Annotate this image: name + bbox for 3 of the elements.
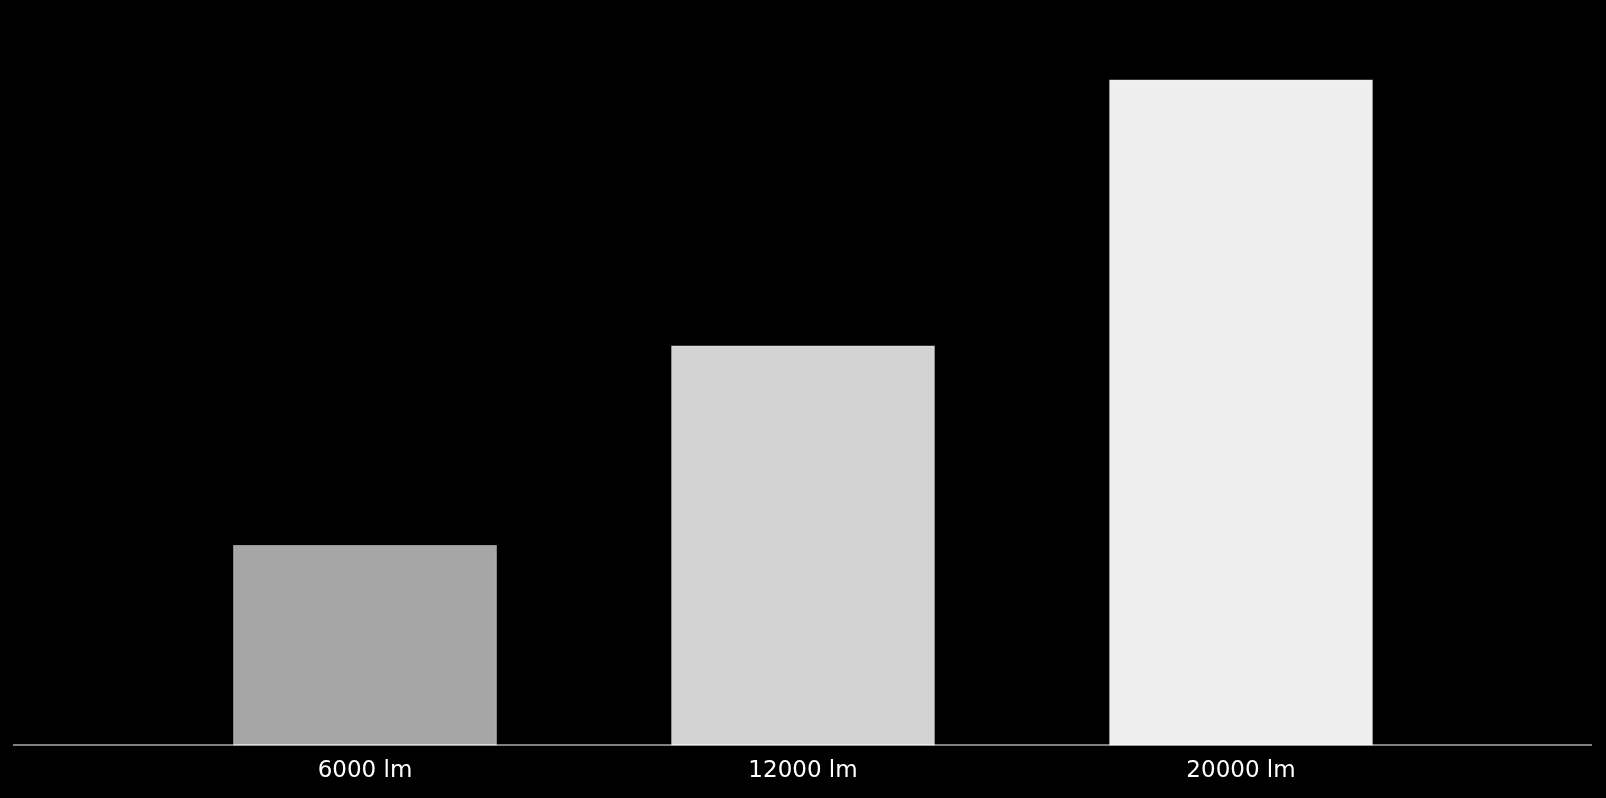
x-tick-label: 20000 lm xyxy=(1186,756,1296,782)
x-tick-label: 12000 lm xyxy=(748,756,858,782)
x-tick-label: 6000 lm xyxy=(317,756,413,782)
